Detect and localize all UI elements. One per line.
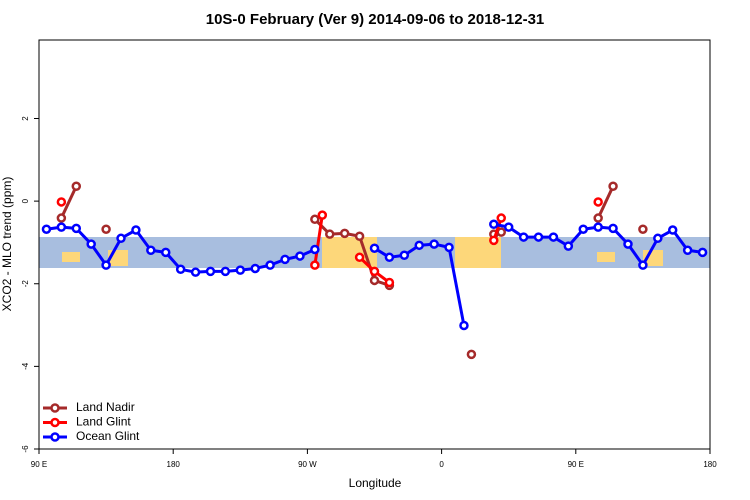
y-tick-label: 2 (21, 116, 30, 121)
y-tick-label: 0 (21, 198, 30, 203)
data-point (466, 349, 477, 360)
x-axis-label: Longitude (349, 476, 402, 490)
x-tick-label: 90 E (568, 460, 584, 469)
data-point (56, 222, 67, 232)
data-point (41, 224, 52, 234)
data-point (623, 239, 633, 249)
data-point (518, 232, 529, 242)
data-point (295, 251, 305, 261)
data-point (533, 232, 544, 242)
chart-title: 10S-0 February (Ver 9) 2014-09-06 to 201… (206, 11, 545, 28)
data-point (399, 250, 410, 260)
data-point (101, 260, 111, 270)
data-point (384, 277, 395, 288)
data-point (220, 266, 231, 277)
legend-label: Land Glint (76, 415, 131, 429)
legend-swatch-point (50, 432, 60, 442)
data-point (369, 266, 380, 277)
data-point (414, 240, 424, 251)
plot-frame (38, 39, 711, 450)
data-point (608, 181, 618, 191)
data-point (608, 223, 618, 234)
legend-label: Land Nadir (76, 400, 135, 414)
data-point (354, 252, 365, 263)
data-point (190, 267, 201, 277)
data-point (56, 197, 67, 207)
data-point (325, 229, 335, 239)
data-point (384, 252, 395, 263)
x-tick-label: 0 (439, 460, 444, 469)
data-point (489, 219, 499, 230)
data-point (593, 213, 603, 223)
data-point (578, 224, 589, 234)
data-point (56, 213, 67, 223)
y-tick-label: -2 (21, 280, 30, 288)
data-point (667, 225, 678, 235)
data-point (175, 264, 186, 275)
y-tick-label: -4 (21, 362, 30, 370)
data-point (354, 231, 365, 241)
data-point (697, 247, 708, 258)
data-point (205, 266, 216, 277)
x-tick-label: 90 W (298, 460, 317, 469)
data-point (682, 245, 693, 256)
data-point (496, 227, 506, 237)
data-point (369, 275, 380, 286)
data-point (339, 228, 350, 239)
x-tick-label: 180 (703, 460, 717, 469)
data-point (71, 181, 82, 191)
data-point (71, 223, 82, 234)
y-axis-label: XCO2 - MLO trend (ppm) (0, 177, 14, 312)
legend-swatch-point (50, 417, 60, 428)
data-point (310, 214, 320, 225)
data-point (86, 239, 96, 249)
data-point (429, 239, 439, 249)
data-point (235, 265, 246, 275)
x-tick-label: 90 E (31, 460, 47, 469)
data-point (503, 222, 514, 232)
data-point (317, 210, 328, 220)
data-point (265, 260, 275, 270)
data-point (101, 224, 111, 234)
land-area (597, 252, 615, 262)
data-point (638, 260, 648, 270)
data-point (548, 232, 559, 242)
data-point (160, 247, 171, 258)
legend-label: Ocean Glint (76, 429, 140, 443)
data-point (250, 263, 260, 274)
land-area (62, 252, 80, 262)
data-point (593, 222, 603, 232)
x-tick-label: 180 (167, 460, 181, 469)
data-point (593, 197, 603, 207)
data-point (280, 254, 290, 265)
data-point (146, 245, 156, 256)
data-point (638, 224, 648, 234)
y-tick-label: -6 (21, 445, 30, 453)
data-point (496, 213, 506, 223)
data-point (563, 241, 574, 251)
data-point (369, 243, 380, 253)
data-point (653, 233, 663, 244)
data-point (489, 235, 499, 246)
data-point (310, 260, 320, 270)
data-point (310, 244, 320, 255)
data-point (444, 242, 454, 253)
data-point (116, 233, 126, 244)
data-point (459, 320, 469, 331)
data-point (131, 225, 141, 235)
legend-swatch-point (50, 403, 60, 413)
